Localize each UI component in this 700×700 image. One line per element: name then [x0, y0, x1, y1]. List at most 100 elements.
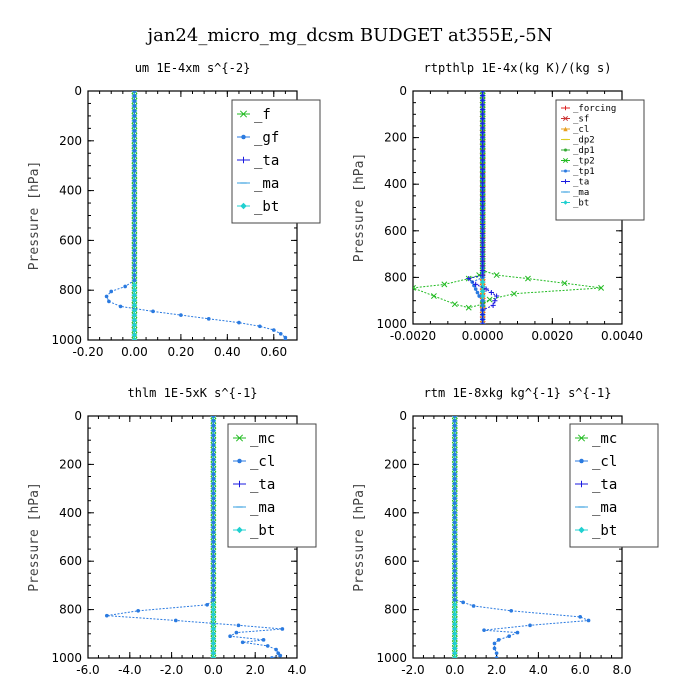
legend-label: _f: [254, 107, 271, 123]
data-point: [132, 158, 137, 163]
data-point: [132, 218, 137, 223]
x-tick-label: 0.0040: [601, 329, 643, 343]
data-point: [211, 520, 216, 525]
data-point: [240, 156, 247, 164]
data-point: [480, 143, 486, 149]
data-point: [211, 554, 216, 559]
chart-panel-4: rtm 1E-8xkg kg^{-1} s^{-1} 0 200 400 600 800 1…: [352, 386, 659, 677]
x-tick-label: 8.0: [612, 663, 631, 677]
data-point: [578, 480, 585, 488]
data-point: [210, 626, 216, 632]
data-point: [211, 559, 216, 564]
legend-label: _ta: [254, 153, 279, 169]
legend-label: _cl: [250, 454, 275, 470]
data-point: [486, 296, 493, 303]
legend-item: _cl: [233, 454, 275, 470]
data-point: [563, 148, 568, 152]
series-group: [104, 416, 285, 658]
legend-item: _sf: [561, 115, 589, 125]
legend-box: [555, 99, 645, 221]
data-point: [492, 641, 497, 646]
data-point: [211, 457, 216, 462]
data-point: [579, 458, 584, 464]
data-point: [563, 179, 568, 184]
y-tick-label: 0: [74, 84, 82, 98]
data-point: [205, 602, 209, 607]
data-point: [210, 607, 216, 613]
legend-label: _dp1: [573, 146, 595, 156]
data-point: [480, 244, 486, 251]
data-point: [451, 416, 458, 419]
data-point: [132, 243, 137, 248]
panel-title: rtpthlp 1E-4x(kg K)/(kg s): [424, 61, 612, 75]
x-tick-label: -2.0: [401, 663, 424, 677]
data-point: [492, 298, 498, 304]
data-point: [276, 651, 281, 655]
data-point: [211, 525, 216, 530]
data-point: [480, 106, 486, 113]
legend-item: _ma: [561, 188, 589, 198]
legend-label: _ma: [592, 500, 617, 516]
data-point: [473, 287, 478, 291]
data-point: [211, 433, 216, 438]
data-point: [471, 604, 476, 608]
data-point: [480, 298, 485, 303]
data-point: [211, 496, 216, 501]
data-point: [132, 203, 137, 208]
data-point: [211, 419, 216, 423]
data-point: [278, 653, 283, 658]
x-tick-label: 0.60: [260, 345, 287, 359]
data-point: [278, 331, 283, 336]
data-point: [211, 510, 216, 515]
data-point: [452, 428, 457, 433]
legend-box: [231, 99, 321, 224]
data-point: [211, 423, 216, 428]
data-point: [211, 472, 216, 476]
data-point: [132, 268, 137, 273]
legend-item: _bt: [575, 523, 617, 539]
data-point: [211, 416, 216, 418]
data-point: [211, 481, 216, 486]
data-point: [492, 646, 497, 651]
data-point: [283, 335, 288, 340]
data-point: [452, 564, 457, 568]
data-point: [452, 645, 458, 651]
data-point: [480, 208, 486, 214]
legend-item: _ma: [233, 500, 275, 516]
data-point: [480, 279, 486, 285]
data-point: [452, 616, 458, 622]
data-point: [480, 148, 486, 154]
legend-label: _ta: [250, 477, 275, 493]
data-point: [132, 263, 137, 268]
data-point: [132, 173, 137, 178]
data-point: [283, 338, 288, 340]
x-tick-label: 0.0: [204, 663, 223, 677]
data-point: [132, 99, 137, 103]
x-tick-label: 0.0000: [462, 329, 504, 343]
data-point: [480, 235, 486, 241]
data-point: [452, 496, 457, 501]
data-point: [271, 328, 276, 332]
data-point: [452, 520, 457, 525]
data-point: [236, 480, 243, 488]
data-point: [132, 91, 137, 93]
data-point: [132, 208, 137, 213]
data-point: [480, 307, 486, 313]
data-point: [480, 116, 486, 122]
data-point: [270, 656, 274, 658]
data-point: [577, 434, 586, 442]
data-point: [132, 273, 137, 278]
data-point: [131, 337, 138, 340]
data-point: [452, 602, 458, 608]
chart-panel-2: rtpthlp 1E-4x(kg K)/(kg s) 0 200 400 600 800 1…: [352, 61, 645, 343]
data-point: [480, 272, 486, 278]
data-point: [586, 618, 591, 623]
y-tick-label: 0: [399, 409, 407, 423]
data-point: [452, 510, 457, 515]
data-point: [465, 304, 472, 311]
legend-item: _mc: [575, 431, 617, 447]
data-point: [131, 327, 138, 333]
data-point: [452, 631, 458, 637]
data-point: [452, 457, 457, 462]
data-point: [480, 254, 486, 260]
